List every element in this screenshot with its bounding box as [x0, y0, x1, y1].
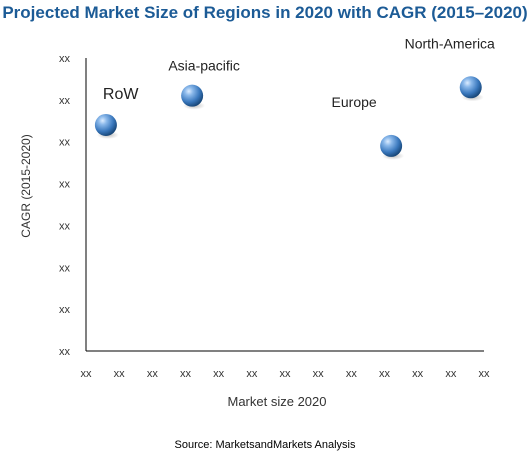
x-tick-label: xx — [346, 368, 358, 380]
x-tick-label: xx — [412, 368, 424, 380]
y-tick-label: xx — [59, 137, 71, 149]
data-point — [380, 134, 403, 157]
y-tick-label: xx — [59, 53, 71, 65]
y-tick-label: xx — [59, 346, 71, 358]
data-point-group: North-America — [405, 35, 495, 102]
y-tick-label: xx — [59, 304, 71, 316]
data-point-group: RoW — [94, 86, 139, 139]
x-tick-label: xx — [280, 368, 292, 380]
y-tick-label: xx — [59, 220, 71, 232]
x-tick-label: xx — [180, 368, 192, 380]
point-label: RoW — [103, 86, 139, 103]
y-tick-label: xx — [59, 179, 71, 191]
point-label: North-America — [405, 35, 495, 51]
y-tick-labels: xx xx xx xx xx xx xx xx — [59, 53, 71, 358]
chart-title: Projected Market Size of Regions in 2020… — [2, 3, 528, 22]
x-tick-label: xx — [313, 368, 325, 380]
x-tick-label: xx — [246, 368, 258, 380]
x-tick-label: xx — [213, 368, 225, 380]
data-point — [459, 76, 482, 99]
y-tick-label: xx — [59, 95, 71, 107]
point-label: Asia-pacific — [168, 58, 240, 74]
axes — [85, 58, 484, 352]
x-tick-label: xx — [445, 368, 457, 380]
x-axis-label: Market size 2020 — [228, 394, 327, 409]
source-note: Source: MarketsandMarkets Analysis — [174, 439, 356, 451]
data-point-group: Europe — [332, 94, 405, 160]
x-tick-label: xx — [81, 368, 93, 380]
x-tick-labels: xx xx xx xx xx xx xx xx xx xx xx xx xx — [81, 368, 491, 380]
data-point — [94, 113, 117, 136]
point-label: Europe — [332, 94, 377, 110]
x-tick-label: xx — [114, 368, 126, 380]
x-tick-label: xx — [379, 368, 391, 380]
data-points: RoW Asia-pacific Europe North-America — [94, 35, 495, 160]
data-point-group: Asia-pacific — [168, 58, 240, 110]
data-point — [181, 84, 204, 107]
y-tick-label: xx — [59, 262, 71, 274]
x-tick-label: xx — [479, 368, 491, 380]
y-axis-label: CAGR (2015-2020) — [19, 134, 33, 237]
x-tick-label: xx — [147, 368, 159, 380]
